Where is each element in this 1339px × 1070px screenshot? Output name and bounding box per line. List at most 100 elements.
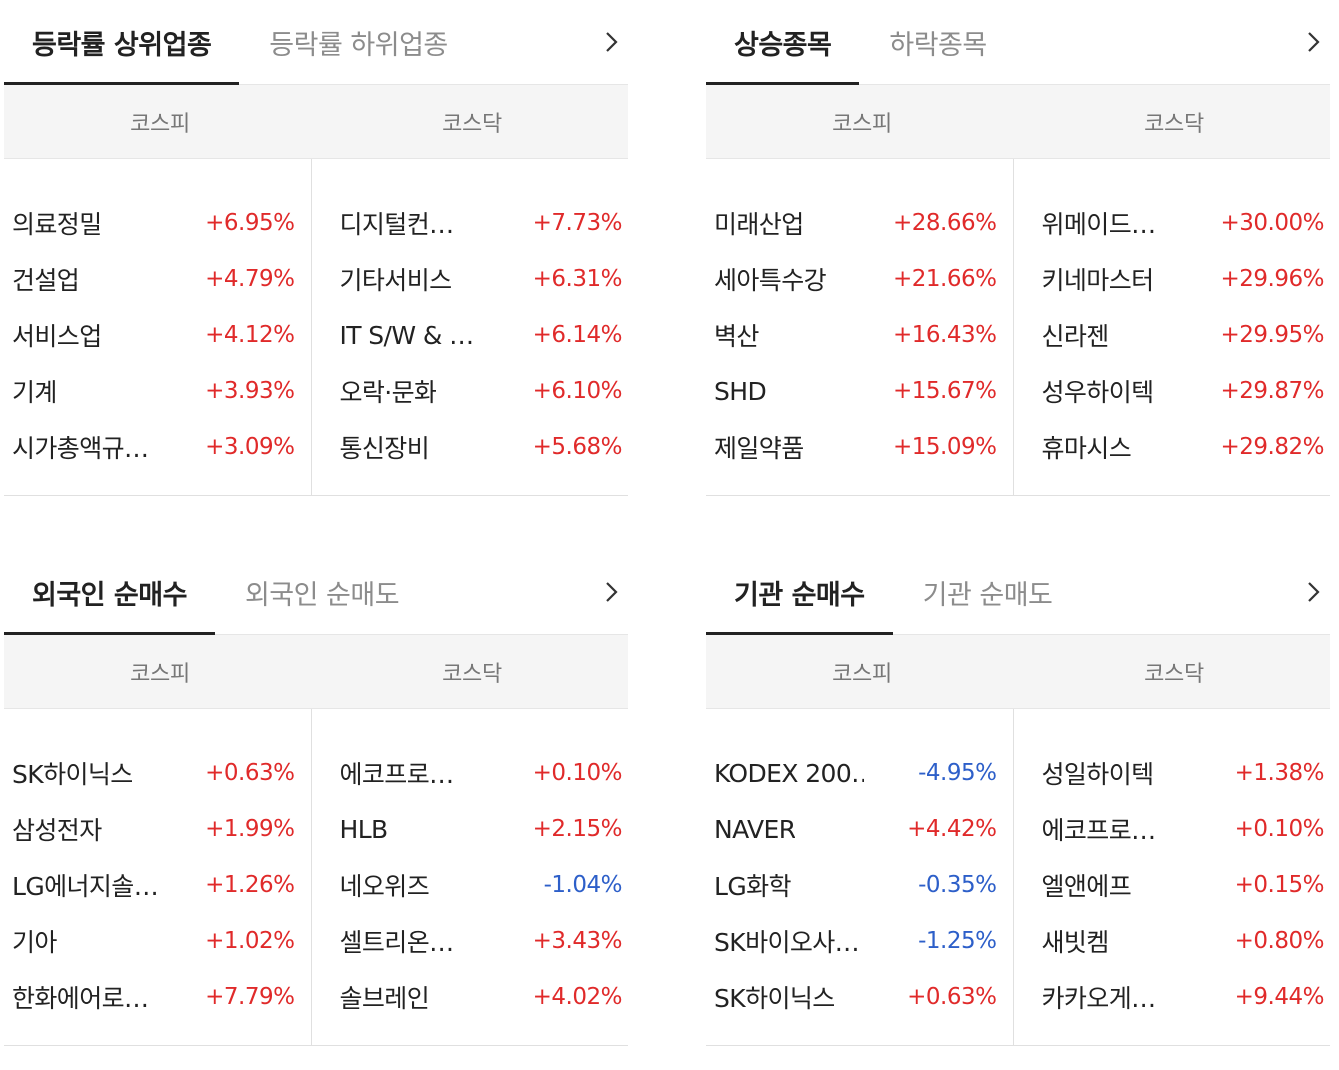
item-name[interactable]: 엘앤에프 [1041,872,1132,901]
list-item[interactable]: 신라젠 +29.95% [1042,307,1325,363]
list-item[interactable]: 삼성전자 +1.99% [12,801,295,857]
list-item[interactable]: 휴마시스 +29.82% [1042,419,1325,475]
list-item[interactable]: 솔브레인 +4.02% [340,969,623,1025]
list-item[interactable]: 카카오게… +9.44% [1042,969,1325,1025]
item-name[interactable]: 한화에어로… [12,984,149,1013]
item-change-rate: +4.79% [205,266,295,292]
chevron-right-icon[interactable] [600,30,622,54]
list-item[interactable]: SK하이닉스 +0.63% [12,745,295,801]
item-name[interactable]: 세아특수강 [714,266,827,295]
item-name[interactable]: 새빗켐 [1041,928,1109,957]
item-name[interactable]: 기아 [12,928,57,957]
item-name[interactable]: 의료정밀 [12,210,102,239]
tab-primary[interactable]: 기관 순매수 [706,550,893,635]
list-item[interactable]: 위메이드… +30.00% [1042,195,1325,251]
item-name[interactable]: 네오위즈 [339,872,430,901]
list-item[interactable]: 키네마스터 +29.96% [1042,251,1325,307]
list-item[interactable]: LG화학 -0.35% [714,857,997,913]
tab-primary[interactable]: 외국인 순매수 [4,550,215,635]
item-name[interactable]: 건설업 [12,266,80,295]
item-name[interactable]: SK하이닉스 [12,760,133,789]
item-name[interactable]: 에코프로… [339,760,454,789]
item-name[interactable]: 디지털컨… [339,210,454,239]
item-name[interactable]: 휴마시스 [1041,434,1132,463]
tab-secondary[interactable]: 하락종목 [889,29,987,61]
list-item[interactable]: IT S/W & … +6.14% [340,307,623,363]
item-name[interactable]: NAVER [714,814,796,844]
list-item[interactable]: 성일하이텍 +1.38% [1042,745,1325,801]
list-item[interactable]: SK하이닉스 +0.63% [714,969,997,1025]
item-name[interactable]: 서비스업 [12,322,102,351]
item-name[interactable]: KODEX 200… [714,758,864,788]
item-name[interactable]: 신라젠 [1041,322,1109,351]
list-item[interactable]: 의료정밀 +6.95% [12,195,295,251]
list-item[interactable]: 벽산 +16.43% [714,307,997,363]
list-item[interactable]: 디지털컨… +7.73% [340,195,623,251]
list-item[interactable]: 네오위즈 -1.04% [340,857,623,913]
item-change-rate: -4.95% [918,760,997,786]
list-item[interactable]: 엘앤에프 +0.15% [1042,857,1325,913]
list-item[interactable]: LG에너지솔… +1.26% [12,857,295,913]
item-name[interactable]: 삼성전자 [12,816,102,845]
list-item[interactable]: 성우하이텍 +29.87% [1042,363,1325,419]
item-change-rate: +28.66% [893,210,997,236]
item-name[interactable]: 성우하이텍 [1041,378,1154,407]
list-item[interactable]: 세아특수강 +21.66% [714,251,997,307]
tab-primary[interactable]: 등락률 상위업종 [4,0,240,85]
item-name[interactable]: SK하이닉스 [714,984,835,1013]
item-name[interactable]: HLB [339,814,388,844]
item-name[interactable]: 에코프로… [1041,816,1156,845]
kosdaq-list: 성일하이텍 +1.38% 에코프로… +0.10% 엘앤에프 +0.15% 새빗켐 +0.80… [1014,709,1331,1045]
item-name[interactable]: SK바이오사… [714,928,860,957]
chevron-right-icon[interactable] [600,580,622,604]
item-name[interactable]: 셀트리온… [339,928,454,957]
list-item[interactable]: SHD +15.67% [714,363,997,419]
list-item[interactable]: KODEX 200… -4.95% [714,745,997,801]
list-item[interactable]: 건설업 +4.79% [12,251,295,307]
list-item[interactable]: 기계 +3.93% [12,363,295,419]
list-item[interactable]: 통신장비 +5.68% [340,419,623,475]
item-name[interactable]: 오락·문화 [339,378,437,407]
kospi-list: 의료정밀 +6.95% 건설업 +4.79% 서비스업 +4.12% 기계 +3.93% 시가총… [4,159,312,495]
list-item[interactable]: 서비스업 +4.12% [12,307,295,363]
tab-bar: 상승종목 하락종목 [706,0,1330,85]
list-item[interactable]: HLB +2.15% [340,801,623,857]
list-item[interactable]: 시가총액규… +3.09% [12,419,295,475]
item-name[interactable]: LG에너지솔… [12,872,159,901]
item-name[interactable]: 카카오게… [1041,984,1156,1013]
list-item[interactable]: 기아 +1.02% [12,913,295,969]
item-name[interactable]: 솔브레인 [339,984,430,1013]
tab-bar: 외국인 순매수 외국인 순매도 [4,550,628,635]
item-name[interactable]: 시가총액규… [12,434,149,463]
item-name[interactable]: 통신장비 [339,434,430,463]
list-item[interactable]: 미래산업 +28.66% [714,195,997,251]
item-name[interactable]: 키네마스터 [1041,266,1154,295]
item-name[interactable]: 미래산업 [714,210,804,239]
list-item[interactable]: SK바이오사… -1.25% [714,913,997,969]
item-name[interactable]: 성일하이텍 [1041,760,1154,789]
item-name[interactable]: 위메이드… [1041,210,1156,239]
list-item[interactable]: 에코프로… +0.10% [340,745,623,801]
list-item[interactable]: 제일약품 +15.09% [714,419,997,475]
tab-secondary[interactable]: 외국인 순매도 [244,579,400,611]
item-name[interactable]: 기계 [12,378,57,407]
list-item[interactable]: 한화에어로… +7.79% [12,969,295,1025]
item-name[interactable]: IT S/W & … [339,320,474,350]
item-name[interactable]: SHD [714,376,767,406]
list-item[interactable]: 새빗켐 +0.80% [1042,913,1325,969]
list-item[interactable]: 기타서비스 +6.31% [340,251,623,307]
item-name[interactable]: 벽산 [714,322,759,351]
tab-secondary[interactable]: 기관 순매도 [922,579,1053,611]
item-name[interactable]: 제일약품 [714,434,804,463]
chevron-right-icon[interactable] [1302,30,1324,54]
list-item[interactable]: 오락·문화 +6.10% [340,363,623,419]
list-item[interactable]: 셀트리온… +3.43% [340,913,623,969]
item-name[interactable]: LG화학 [714,872,791,901]
tab-secondary[interactable]: 등락률 하위업종 [269,29,448,61]
tab-primary[interactable]: 상승종목 [706,0,860,85]
item-change-rate: +4.12% [205,322,295,348]
list-item[interactable]: NAVER +4.42% [714,801,997,857]
item-name[interactable]: 기타서비스 [339,266,452,295]
list-item[interactable]: 에코프로… +0.10% [1042,801,1325,857]
chevron-right-icon[interactable] [1302,580,1324,604]
